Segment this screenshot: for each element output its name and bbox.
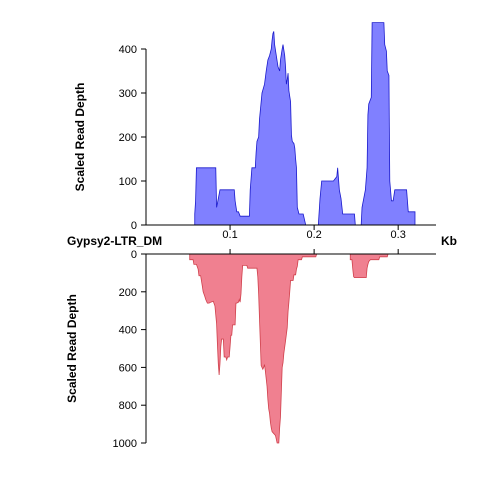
top-y-tick-label: 0 <box>131 220 137 232</box>
top-y-axis-title: Scaled Read Depth <box>73 83 87 192</box>
bottom-y-tick-label: 200 <box>119 287 137 299</box>
top-y-tick-label: 200 <box>119 132 137 144</box>
x-tick-label: 0.1 <box>222 229 237 241</box>
top-y-tick-label: 300 <box>119 88 137 100</box>
x-unit-label: Kb <box>441 234 457 248</box>
x-tick-label: 0.2 <box>306 229 321 241</box>
top-series-area <box>194 22 416 226</box>
bottom-y-axis-title: Scaled Read Depth <box>65 294 79 403</box>
bottom-y-tick-label: 800 <box>119 400 137 412</box>
top-y-tick-label: 400 <box>119 44 137 56</box>
bottom-y-tick-label: 400 <box>119 325 137 337</box>
top-y-tick-label: 100 <box>119 176 137 188</box>
bottom-y-tick-label: 1000 <box>113 438 137 450</box>
bottom-y-tick-label: 0 <box>131 249 137 261</box>
bottom-series-area <box>189 253 389 444</box>
element-label: Gypsy2-LTR_DM <box>67 234 162 248</box>
bottom-y-tick-label: 600 <box>119 362 137 374</box>
x-tick-label: 0.3 <box>391 229 406 241</box>
bottom-panel: 0 200 400 600 800 1000 Scaled Read Depth <box>65 249 389 450</box>
top-panel: 0 100 200 300 400 Scaled Read Depth <box>73 22 416 232</box>
x-axis: 0.1 0.2 0.3 <box>146 224 436 255</box>
